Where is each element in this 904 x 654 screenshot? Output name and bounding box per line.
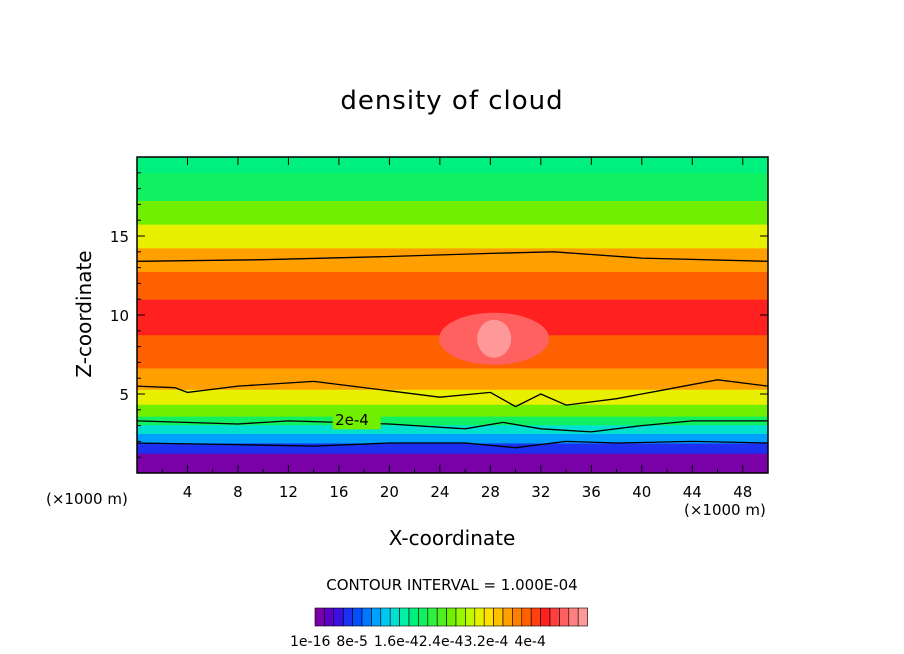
colorbar-swatch xyxy=(559,607,570,627)
x-tick-label: 16 xyxy=(329,483,348,501)
colorbar-swatch xyxy=(483,607,494,627)
field-band xyxy=(137,404,768,417)
colorbar-swatch xyxy=(389,607,400,627)
x-tick-label: 24 xyxy=(430,483,449,501)
colorbar-label: 3.2e-4 xyxy=(463,634,509,650)
y-tick-label: 10 xyxy=(110,307,129,325)
colorbar-swatch xyxy=(446,607,457,627)
colorbar-swatch xyxy=(371,607,382,627)
colorbar-swatch xyxy=(540,607,551,627)
colorbar-swatch xyxy=(502,607,513,627)
colorbar-swatch xyxy=(455,607,466,627)
colorbar-swatch xyxy=(333,607,344,627)
x-tick-label: 44 xyxy=(683,483,702,501)
contour-line xyxy=(137,420,768,433)
colorbar-swatch xyxy=(436,607,447,627)
chart-title: density of cloud xyxy=(340,86,564,116)
x-tick-label: 48 xyxy=(733,483,752,501)
x-tick-label: 40 xyxy=(632,483,651,501)
x-unit-right: (×1000 m) xyxy=(684,501,766,519)
field-band xyxy=(137,442,768,454)
contour-interval: CONTOUR INTERVAL = 1.000E-04 xyxy=(326,576,578,594)
contour-line xyxy=(137,440,768,449)
field-band xyxy=(137,389,768,405)
colorbar-label: 8e-5 xyxy=(336,634,368,650)
colorbar-labels: 1e-16 8e-5 1.6e-42.4e-43.2e-4 4e-4 xyxy=(290,634,552,650)
y-tick-label: 15 xyxy=(110,228,129,246)
y-tick-label: 5 xyxy=(119,386,129,404)
colorbar-swatch xyxy=(314,607,325,627)
x-tick-label: 4 xyxy=(183,483,193,501)
contour-lines: 2e-4 xyxy=(137,251,768,449)
x-tick-label: 8 xyxy=(233,483,243,501)
field-band xyxy=(137,271,768,300)
colorbar-swatch xyxy=(549,607,560,627)
colorbar-label: 1.6e-4 xyxy=(373,634,419,650)
colorbar-swatch xyxy=(493,607,504,627)
contour-label: 2e-4 xyxy=(335,411,369,429)
field-band xyxy=(137,416,768,426)
colorbar-swatch xyxy=(530,607,541,627)
colorbar-swatch xyxy=(380,607,391,627)
colorbar-swatch xyxy=(427,607,438,627)
colorbar-swatch xyxy=(408,607,419,627)
y-axis-label: Z-coordinate xyxy=(72,250,96,378)
colorbar-swatch xyxy=(361,607,372,627)
density-field xyxy=(137,157,768,473)
x-tick-label: 36 xyxy=(582,483,601,501)
colorbar-swatch xyxy=(521,607,532,627)
field-band xyxy=(137,424,768,434)
field-band xyxy=(137,172,768,201)
colorbar xyxy=(314,607,588,627)
x-axis-label: X-coordinate xyxy=(388,526,516,550)
colorbar-label: 1e-16 xyxy=(290,634,331,650)
colorbar-label: 4e-4 xyxy=(514,634,546,650)
contour-label-bg xyxy=(332,411,381,430)
x-unit-left: (×1000 m) xyxy=(46,490,128,508)
contour-line xyxy=(137,379,768,408)
field-band xyxy=(137,224,768,249)
colorbar-swatch xyxy=(474,607,485,627)
contour-line xyxy=(137,251,768,262)
field-band xyxy=(137,157,768,174)
x-tick-label: 32 xyxy=(531,483,550,501)
colorbar-swatch xyxy=(399,607,410,627)
colorbar-swatch xyxy=(465,607,476,627)
colorbar-swatch xyxy=(568,607,579,627)
field-band xyxy=(137,433,768,444)
field-band xyxy=(137,453,768,473)
maximum-region xyxy=(477,319,512,358)
colorbar-swatch xyxy=(324,607,335,627)
x-tick-label: 20 xyxy=(380,483,399,501)
colorbar-swatch xyxy=(512,607,523,627)
colorbar-swatch xyxy=(577,607,588,627)
colorbar-swatch xyxy=(342,607,353,627)
colorbar-swatch xyxy=(352,607,363,627)
colorbar-swatch xyxy=(418,607,429,627)
field-band xyxy=(137,200,768,225)
x-tick-label: 28 xyxy=(481,483,500,501)
field-band xyxy=(137,367,768,390)
x-tick-label: 12 xyxy=(279,483,298,501)
colorbar-label: 2.4e-4 xyxy=(418,634,464,650)
